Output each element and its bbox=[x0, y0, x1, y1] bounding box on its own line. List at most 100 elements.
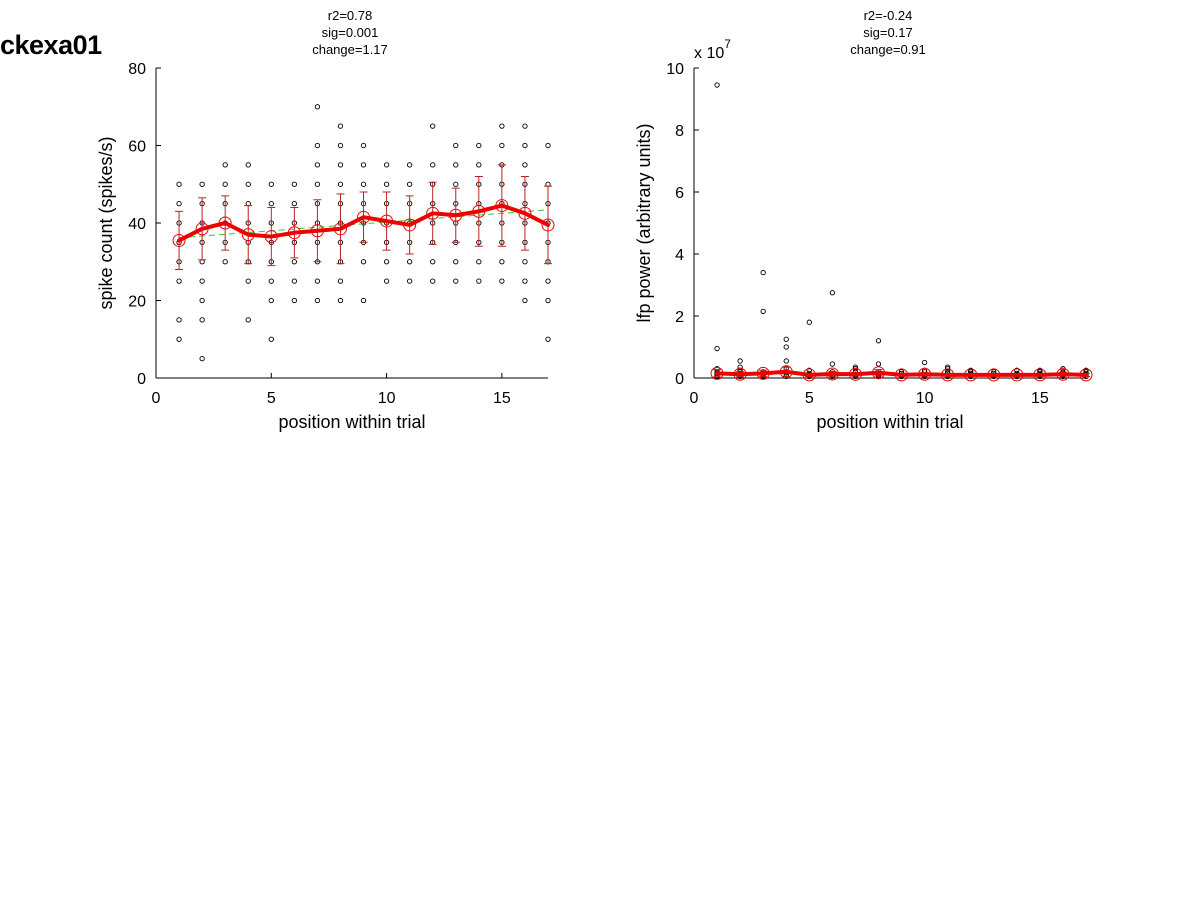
trial-point bbox=[383, 278, 390, 284]
trial-point bbox=[314, 104, 321, 110]
trial-point bbox=[476, 259, 482, 265]
mean-marker bbox=[403, 218, 417, 232]
y-tick-label: 0 bbox=[675, 371, 684, 388]
trial-point bbox=[337, 181, 344, 187]
trial-point bbox=[453, 142, 459, 149]
trial-point bbox=[360, 181, 367, 187]
trial-point bbox=[737, 358, 743, 364]
mean-marker bbox=[333, 222, 347, 236]
trial-point bbox=[360, 162, 367, 168]
mean-marker bbox=[495, 199, 509, 213]
trial-point bbox=[222, 162, 228, 168]
trial-point bbox=[944, 366, 951, 372]
mean-marker bbox=[710, 366, 724, 380]
y-tick-label: 20 bbox=[128, 294, 146, 311]
trial-point bbox=[760, 308, 766, 314]
trial-point bbox=[291, 200, 298, 207]
stats-line: sig=0.17 bbox=[863, 25, 913, 40]
mean-marker bbox=[449, 208, 463, 222]
y-tick-label: 10 bbox=[666, 61, 684, 78]
trial-point bbox=[522, 162, 528, 168]
mean-marker bbox=[756, 366, 770, 380]
trial-point bbox=[545, 142, 551, 149]
trial-point bbox=[176, 181, 182, 187]
x-tick-label: 0 bbox=[152, 390, 161, 407]
trial-point bbox=[360, 142, 367, 149]
trial-point bbox=[453, 181, 459, 187]
trial-point bbox=[852, 364, 859, 370]
trial-point bbox=[383, 181, 390, 187]
trial-point bbox=[522, 123, 528, 129]
trial-point bbox=[968, 367, 974, 373]
trial-point bbox=[545, 278, 551, 284]
trial-point bbox=[222, 259, 228, 265]
trial-point bbox=[430, 162, 436, 168]
trial-point bbox=[453, 162, 459, 168]
mean-marker bbox=[264, 230, 278, 244]
y-tick-label: 80 bbox=[128, 61, 146, 78]
trial-point bbox=[360, 259, 367, 265]
trial-point bbox=[806, 367, 812, 373]
trial-point bbox=[268, 181, 274, 187]
y-tick-label: 4 bbox=[675, 247, 684, 264]
trial-point bbox=[199, 181, 205, 187]
trial-point bbox=[760, 269, 766, 276]
trial-point bbox=[176, 200, 182, 207]
mean-marker bbox=[518, 206, 532, 220]
mean-marker bbox=[941, 368, 955, 382]
mean-marker bbox=[172, 233, 186, 247]
trial-point bbox=[314, 297, 321, 304]
x-tick-label: 5 bbox=[805, 390, 814, 407]
mean-line bbox=[177, 203, 550, 243]
trial-point bbox=[314, 162, 321, 168]
mean-marker bbox=[218, 216, 232, 230]
mean-marker bbox=[895, 368, 909, 382]
x-tick-label: 10 bbox=[916, 390, 934, 407]
trial-point bbox=[783, 344, 789, 350]
trial-point bbox=[222, 181, 228, 187]
trial-point bbox=[522, 278, 528, 284]
trial-point bbox=[783, 336, 789, 342]
mean-marker bbox=[1056, 367, 1070, 381]
trial-point bbox=[476, 142, 482, 149]
mean-marker bbox=[802, 368, 816, 382]
trial-point bbox=[314, 278, 321, 284]
trial-point bbox=[499, 123, 505, 129]
trial-point bbox=[545, 297, 551, 304]
trial-point bbox=[783, 358, 789, 364]
trial-point bbox=[406, 259, 413, 265]
mean-marker bbox=[1079, 368, 1093, 382]
x-tick-label: 15 bbox=[493, 390, 511, 407]
trial-point bbox=[806, 319, 812, 325]
trial-point bbox=[199, 355, 205, 362]
y-tick-label: 6 bbox=[675, 185, 684, 202]
mean-marker bbox=[472, 204, 486, 218]
panel-spike-count: r2=0.78 sig=0.001 change=1.17 0 5 10 15 0 20 40 60… bbox=[96, 8, 555, 432]
trial-point bbox=[268, 336, 274, 342]
trial-point bbox=[268, 278, 274, 284]
mean-marker bbox=[357, 210, 371, 224]
mean-marker bbox=[987, 368, 1001, 382]
trial-point bbox=[921, 359, 928, 366]
mean-marker bbox=[541, 218, 555, 232]
x-axis-label: position within trial bbox=[278, 412, 425, 432]
mean-marker bbox=[380, 214, 394, 228]
trial-point bbox=[430, 259, 436, 265]
trial-point bbox=[430, 123, 436, 129]
x-tick-label: 0 bbox=[690, 390, 699, 407]
y-exponent-power: 7 bbox=[724, 37, 731, 51]
trial-point bbox=[291, 297, 298, 304]
x-axis-label: position within trial bbox=[816, 412, 963, 432]
trial-point bbox=[545, 336, 551, 342]
trial-point bbox=[714, 82, 720, 88]
stats-line: r2=-0.24 bbox=[864, 8, 913, 23]
x-tick-label: 15 bbox=[1031, 390, 1049, 407]
y-tick-label: 8 bbox=[675, 123, 684, 140]
x-tick-label: 5 bbox=[267, 390, 276, 407]
trial-point bbox=[522, 259, 528, 265]
trial-point bbox=[453, 278, 459, 284]
mean-marker bbox=[825, 367, 839, 381]
mean-marker bbox=[779, 365, 793, 379]
trial-point bbox=[245, 181, 251, 187]
